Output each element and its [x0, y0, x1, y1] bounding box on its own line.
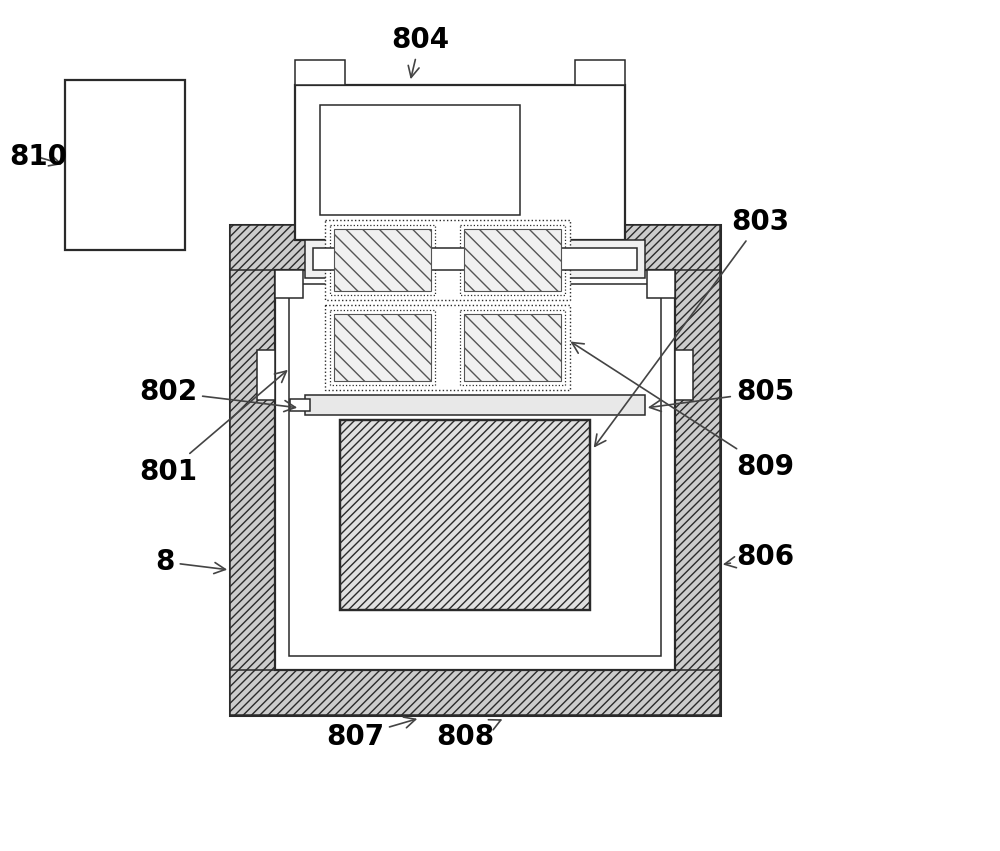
Bar: [340, 420, 590, 610]
Text: 801: 801: [139, 371, 286, 486]
Bar: [230, 225, 720, 715]
Bar: [305, 395, 645, 415]
Text: 803: 803: [595, 208, 789, 446]
Bar: [334, 314, 431, 381]
Bar: [295, 60, 345, 85]
Bar: [464, 314, 561, 381]
Bar: [290, 399, 310, 411]
Bar: [460, 310, 565, 385]
Bar: [325, 220, 570, 300]
Text: 8: 8: [155, 548, 225, 576]
Bar: [325, 305, 570, 390]
Bar: [460, 225, 565, 295]
Bar: [257, 350, 275, 400]
Bar: [289, 284, 661, 656]
Text: 807: 807: [326, 717, 416, 751]
Bar: [313, 248, 637, 270]
Bar: [295, 85, 625, 240]
Bar: [305, 240, 645, 278]
Bar: [330, 225, 435, 295]
Bar: [230, 670, 720, 715]
Bar: [675, 225, 720, 715]
Bar: [320, 105, 520, 215]
Text: 802: 802: [139, 378, 295, 412]
Text: 809: 809: [572, 342, 794, 481]
Text: 805: 805: [650, 378, 794, 411]
Text: 810: 810: [9, 143, 67, 171]
Bar: [275, 270, 675, 670]
Text: 804: 804: [391, 26, 449, 77]
Text: 808: 808: [436, 720, 501, 751]
Bar: [230, 225, 720, 270]
Bar: [65, 80, 185, 250]
Bar: [464, 229, 561, 291]
Bar: [230, 225, 275, 715]
Text: 806: 806: [725, 543, 794, 571]
Bar: [340, 420, 590, 610]
Bar: [675, 350, 693, 400]
Bar: [330, 310, 435, 385]
Bar: [275, 270, 303, 298]
Bar: [575, 60, 625, 85]
Bar: [647, 270, 675, 298]
Bar: [334, 229, 431, 291]
